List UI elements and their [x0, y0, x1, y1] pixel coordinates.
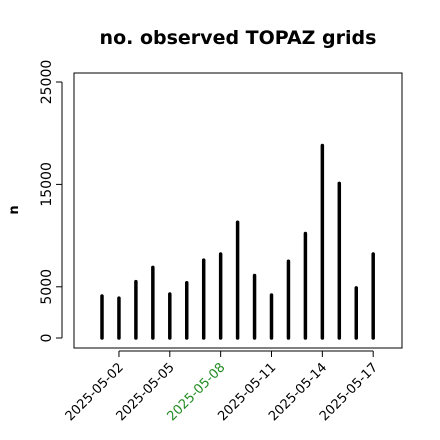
chart-title: no. observed TOPAZ grids	[100, 27, 377, 49]
y-tick-label: 0	[39, 334, 55, 343]
bars	[100, 143, 375, 340]
y-tick-label: 15000	[39, 162, 55, 207]
y-axis: 0 5000 15000 25000	[39, 60, 63, 343]
y-axis-label: n	[7, 205, 22, 214]
y-tick-label: 25000	[39, 60, 55, 105]
x-axis: 2025-05-022025-05-052025-05-082025-05-11…	[63, 350, 381, 424]
plot-frame	[73, 72, 403, 349]
y-tick-label: 5000	[39, 269, 55, 305]
